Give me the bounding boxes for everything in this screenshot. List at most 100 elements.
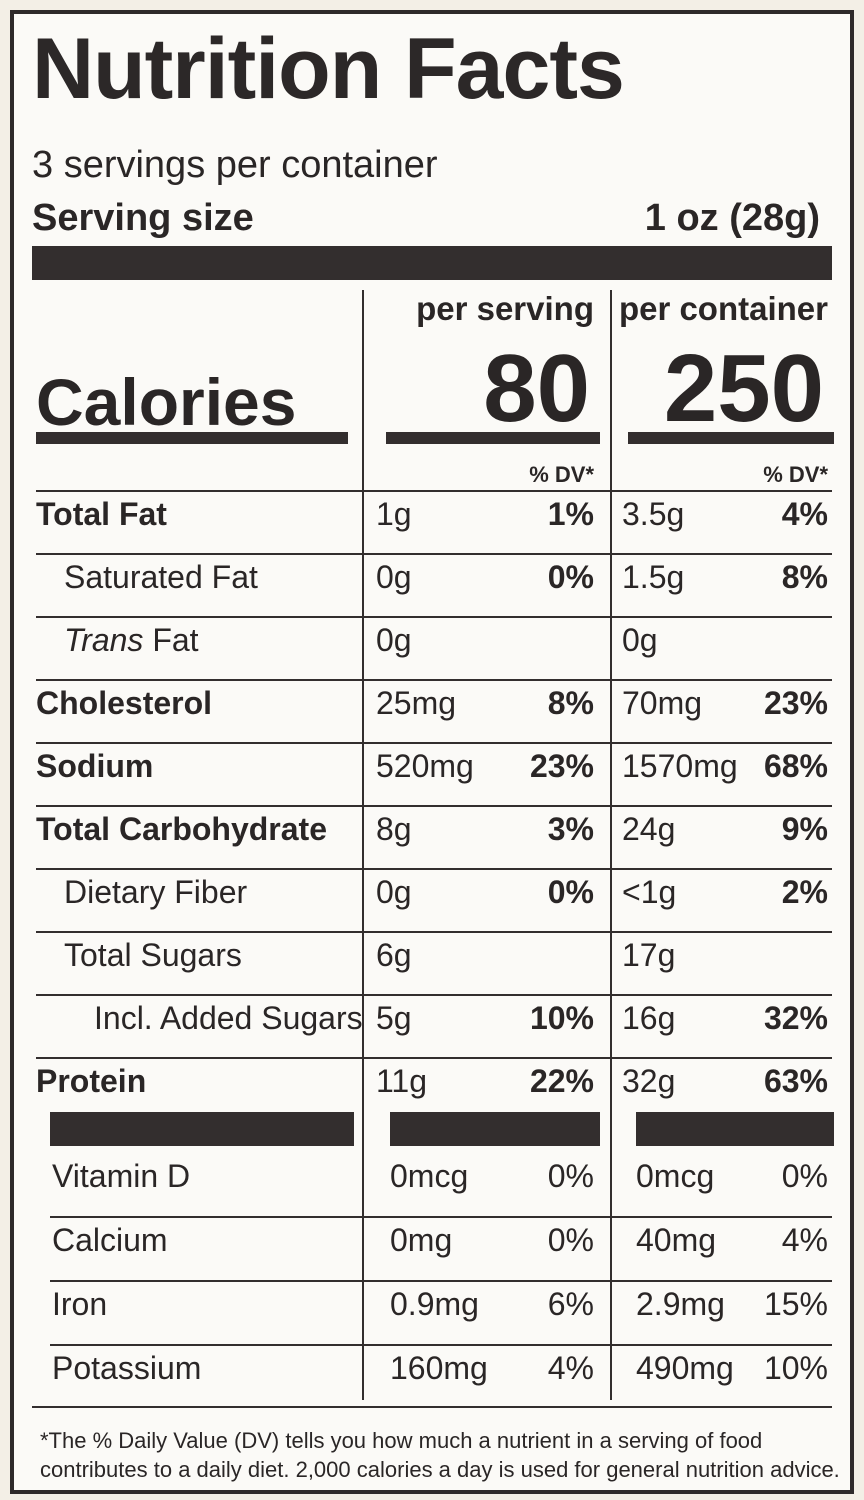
row-divider [36, 553, 832, 555]
nutrient-name: Saturated Fat [64, 559, 258, 595]
serving-percent: 0% [547, 559, 594, 595]
container-amount: 1570mg [622, 748, 738, 784]
serving-size-label: Serving size [32, 197, 254, 239]
serving-amount: 0g [376, 622, 412, 658]
nutrient-name-rest: Fat [143, 622, 199, 658]
container-amount: <1g [622, 874, 677, 910]
container-amount: 0g [622, 622, 658, 658]
servings-per-container: 3 servings per container [32, 144, 438, 186]
container-amount: 1.5g [622, 559, 685, 595]
row-divider [36, 1057, 832, 1059]
nutrition-facts-label: Nutrition Facts 3 servings per container… [10, 10, 854, 1494]
vitamin-name: Calcium [52, 1222, 168, 1258]
container-amount: 3.5g [622, 496, 685, 532]
vitamin-bar-2 [390, 1112, 600, 1146]
serving-percent: 23% [529, 748, 594, 784]
container-amount: 70mg [622, 685, 703, 721]
dv-header-serving: % DV* [529, 462, 594, 487]
serving-percent: 8% [547, 685, 594, 721]
serving-amount: 0g [376, 559, 412, 595]
vitamin-serving-percent: 4% [547, 1350, 594, 1386]
vitamin-container-percent: 10% [763, 1350, 828, 1386]
nutrient-name: Total Carbohydrate [36, 811, 327, 847]
calories-bar-1 [36, 432, 348, 444]
footnote: *The % Daily Value (DV) tells you how mu… [40, 1428, 840, 1482]
dv-header-container: % DV* [763, 462, 828, 487]
serving-size-value: 1 oz (28g) [644, 197, 820, 239]
serving-percent: 22% [529, 1063, 594, 1099]
vitamin-divider [50, 1344, 832, 1346]
container-percent: 63% [763, 1063, 828, 1099]
container-percent: 2% [781, 874, 828, 910]
row-divider [36, 931, 832, 933]
footnote-divider [32, 1406, 832, 1408]
calories-label: Calories [36, 365, 297, 439]
vitamin-container-percent: 15% [763, 1286, 828, 1322]
row-divider [36, 868, 832, 870]
col-per-container: per container [618, 290, 828, 327]
thick-divider [32, 246, 832, 280]
container-percent: 8% [781, 559, 828, 595]
container-percent: 9% [781, 811, 828, 847]
calories-bar-3 [628, 432, 834, 444]
vitamin-container-percent: 0% [781, 1158, 828, 1194]
container-amount: 32g [622, 1063, 676, 1099]
container-percent: 4% [781, 496, 828, 532]
nutrient-name: Protein [36, 1063, 147, 1099]
serving-amount: 11g [376, 1063, 428, 1099]
serving-percent: 3% [547, 811, 594, 847]
serving-amount: 520mg [376, 748, 474, 784]
column-divider-2 [610, 290, 612, 1400]
serving-percent: 10% [529, 1000, 594, 1036]
vitamin-name: Iron [52, 1286, 108, 1322]
vitamin-divider [50, 1216, 832, 1218]
calories-per-serving: 80 [483, 335, 590, 442]
row-divider [36, 805, 832, 807]
vitamin-divider [50, 1280, 832, 1282]
serving-amount: 25mg [376, 685, 457, 721]
nutrient-name: Dietary Fiber [64, 874, 248, 910]
vitamin-container-amount: 2.9mg [636, 1286, 725, 1322]
container-percent: 68% [763, 748, 828, 784]
serving-amount: 6g [376, 937, 412, 973]
label-title: Nutrition Facts [32, 21, 625, 117]
nutrient-name-italic: Trans [64, 622, 144, 658]
vitamin-container-percent: 4% [781, 1222, 828, 1258]
calories-per-container: 250 [663, 335, 824, 442]
serving-percent: 1% [547, 496, 594, 532]
container-amount: 17g [622, 937, 676, 973]
serving-amount: 8g [376, 811, 412, 847]
vitamin-name: Vitamin D [52, 1158, 191, 1194]
calories-bar-2 [386, 432, 600, 444]
vitamin-serving-percent: 0% [547, 1158, 594, 1194]
serving-amount: 0g [376, 874, 412, 910]
vitamin-serving-amount: 160mg [390, 1350, 488, 1386]
nutrient-name: Cholesterol [36, 685, 213, 721]
container-percent: 23% [763, 685, 828, 721]
nutrient-name: Sodium [36, 748, 154, 784]
row-divider [36, 616, 832, 618]
vitamin-container-amount: 0mcg [636, 1158, 715, 1194]
vitamin-bar-3 [636, 1112, 834, 1146]
row-divider [36, 994, 832, 996]
col-per-serving: per serving [416, 290, 594, 327]
serving-amount: 5g [376, 1000, 412, 1036]
row-divider [36, 490, 832, 492]
container-amount: 24g [622, 811, 676, 847]
serving-percent: 0% [547, 874, 594, 910]
vitamin-serving-percent: 0% [547, 1222, 594, 1258]
container-percent: 32% [763, 1000, 828, 1036]
row-divider [36, 742, 832, 744]
serving-amount: 1g [376, 496, 412, 532]
nutrient-name: Incl. Added Sugars [94, 1000, 363, 1036]
vitamin-bar-1 [50, 1112, 354, 1146]
vitamin-serving-percent: 6% [547, 1286, 594, 1322]
nutrient-name: Total Fat [36, 496, 167, 532]
vitamin-container-amount: 40mg [636, 1222, 717, 1258]
vitamin-name: Potassium [52, 1350, 202, 1386]
vitamin-container-amount: 490mg [636, 1350, 734, 1386]
column-divider-1 [362, 290, 364, 1400]
vitamin-serving-amount: 0mg [390, 1222, 453, 1258]
vitamin-serving-amount: 0mcg [390, 1158, 469, 1194]
container-amount: 16g [622, 1000, 676, 1036]
